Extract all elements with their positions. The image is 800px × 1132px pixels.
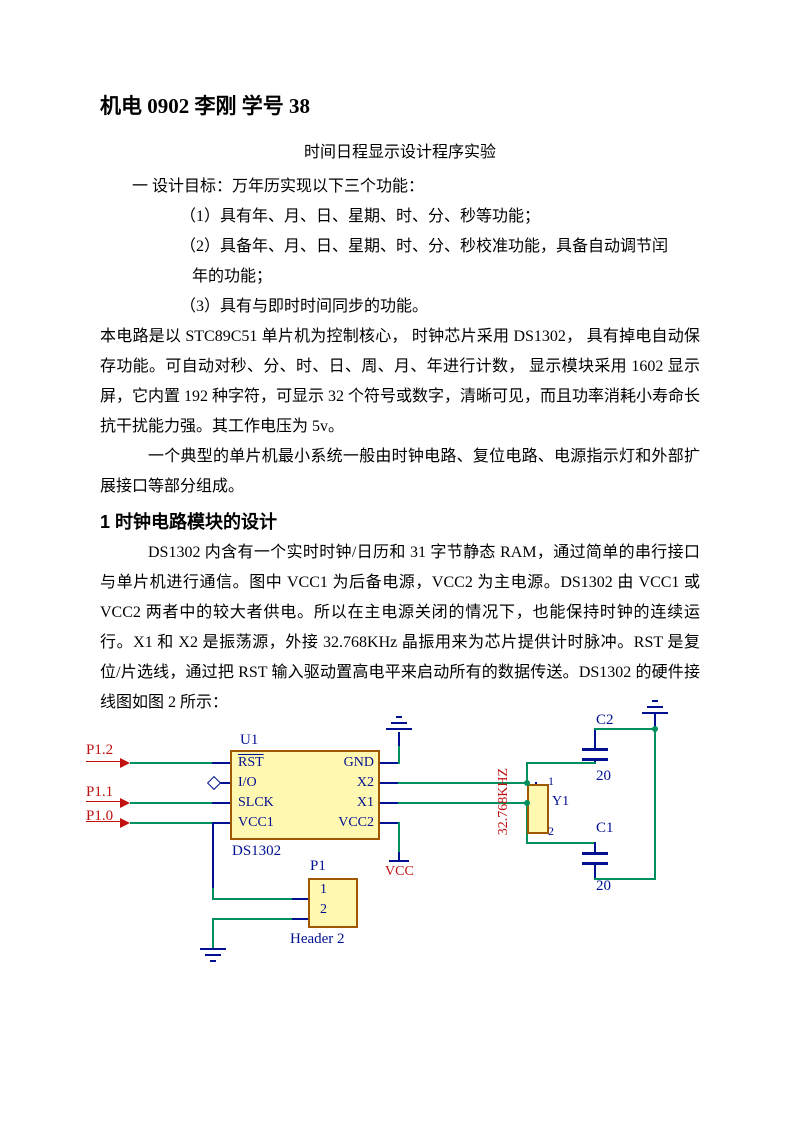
net-p11: P1.1: [86, 784, 113, 801]
subtitle: 时间日程显示设计程序实验: [100, 138, 700, 162]
paragraph-2: 一个典型的单片机最小系统一般由时钟电路、复位电路、电源指示灯和外部扩展接口等部分…: [100, 442, 700, 502]
cap-c1-ref: C1: [596, 820, 614, 837]
cap-c1-val: 20: [596, 878, 611, 895]
goal-item-2: （2）具备年、月、日、星期、时、分、秒校准功能，具备自动调节闰: [180, 232, 700, 262]
pin-vcc2: VCC2: [338, 815, 374, 831]
part-header2: Header 2: [290, 931, 345, 948]
paragraph-3: DS1302 内含有一个实时时钟/日历和 31 字节静态 RAM，通过简单的串行…: [100, 538, 700, 718]
circuit-diagram: U1 RST I/O SLCK VCC1 GND X2 X1 VCC2 DS13…: [100, 728, 700, 998]
goal-item-1: （1）具有年、月、日、星期、时、分、秒等功能；: [180, 202, 700, 232]
pin-x1: X1: [357, 795, 374, 811]
design-goal-heading: 一 设计目标：万年历实现以下三个功能：: [132, 172, 700, 202]
ic-header2: [308, 878, 358, 928]
cap-c2-val: 20: [596, 768, 611, 785]
page-title: 机电 0902 李刚 学号 38: [100, 90, 700, 120]
pin-slck: SLCK: [238, 795, 274, 811]
pin-gnd: GND: [344, 755, 374, 771]
ref-u1: U1: [240, 732, 258, 749]
cap-c2-ref: C2: [596, 712, 614, 729]
xtal-pin-2: 2: [548, 824, 554, 839]
ref-p1: P1: [310, 858, 326, 875]
net-p12: P1.2: [86, 742, 113, 759]
paragraph-1: 本电路是以 STC89C51 单片机为控制核心， 时钟芯片采用 DS1302， …: [100, 322, 700, 442]
section-heading-1: 1 时钟电路模块的设计: [100, 508, 700, 534]
goal-item-2b: 年的功能；: [192, 262, 700, 292]
crystal-y1: [527, 784, 549, 834]
header-pin-1: 1: [320, 882, 327, 898]
header-pin-2: 2: [320, 902, 327, 918]
goal-item-3: （3）具有与即时时间同步的功能。: [180, 292, 700, 322]
vcc-label: VCC: [385, 864, 414, 880]
part-ds1302: DS1302: [232, 843, 281, 860]
xtal-ref: Y1: [552, 794, 569, 810]
pin-rst: RST: [238, 755, 264, 771]
net-p10: P1.0: [86, 808, 113, 825]
xtal-pin-1: 1: [548, 774, 554, 789]
pin-io: I/O: [238, 775, 257, 791]
pin-x2: X2: [357, 775, 374, 791]
pin-vcc1: VCC1: [238, 815, 274, 831]
xtal-freq: 32.768KHZ: [496, 768, 512, 835]
